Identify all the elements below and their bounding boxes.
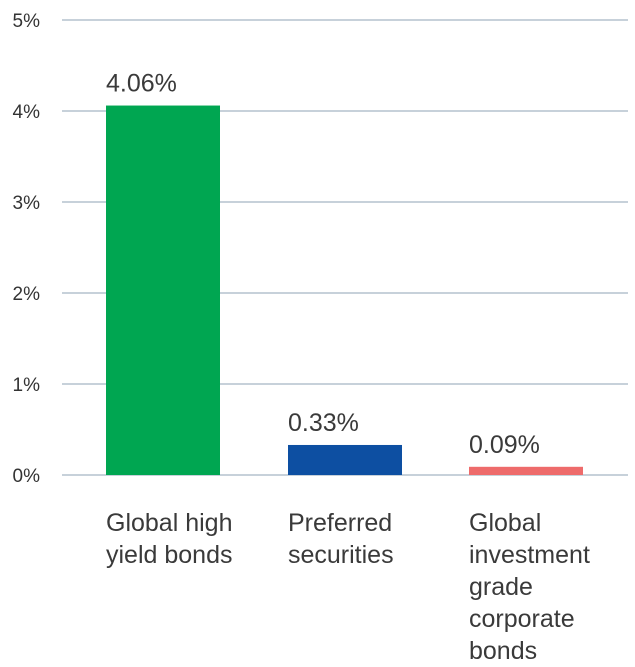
category-label-line: Global high bbox=[106, 509, 233, 537]
category-label-line: securities bbox=[288, 541, 394, 569]
data-labels: 4.06% 0.33% 0.09% bbox=[106, 70, 540, 459]
category-label: Global high yield bonds bbox=[106, 507, 256, 571]
y-axis-tick-labels: 0% 1% 2% 3% 4% 5% bbox=[13, 11, 41, 487]
category-label: Preferred securities bbox=[288, 507, 438, 571]
category-label-line: yield bonds bbox=[106, 541, 233, 569]
category-label-line: Global bbox=[469, 509, 542, 537]
y-tick-label: 0% bbox=[13, 466, 41, 487]
bar-1 bbox=[106, 105, 220, 475]
category-label: Global investment grade corporate bonds bbox=[469, 507, 619, 667]
category-label-line: corporate bbox=[469, 605, 575, 633]
category-label-line: investment bbox=[469, 541, 590, 569]
category-label-line: bonds bbox=[469, 637, 538, 665]
category-label-line: grade bbox=[469, 573, 533, 601]
y-tick-label: 2% bbox=[13, 284, 41, 305]
y-tick-label: 5% bbox=[13, 11, 41, 32]
y-tick-label: 1% bbox=[13, 375, 41, 396]
data-label: 0.33% bbox=[288, 409, 359, 437]
bars bbox=[106, 105, 583, 475]
y-tick-label: 4% bbox=[13, 102, 41, 123]
y-tick-label: 3% bbox=[13, 193, 41, 214]
bar-2 bbox=[288, 444, 402, 475]
category-label-line: Preferred bbox=[288, 509, 393, 537]
bar-3 bbox=[469, 466, 583, 475]
data-label: 4.06% bbox=[106, 70, 177, 98]
data-label: 0.09% bbox=[469, 431, 540, 459]
